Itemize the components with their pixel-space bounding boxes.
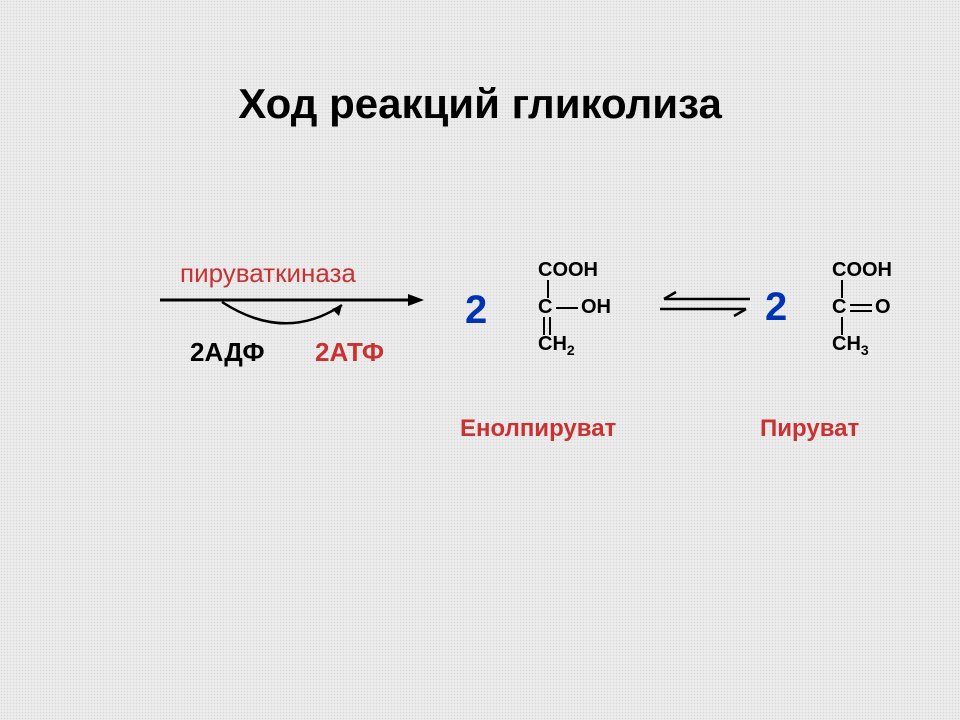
pyr-cooh: COOH [832,260,892,280]
enol-oh: OH [581,297,611,317]
pyr-c-o-double-bond [850,302,872,314]
coefficient-pyruvate: 2 [765,285,787,330]
pyr-ch3: CH3 [832,334,869,357]
page-title: Ход реакций гликолиза [0,80,960,128]
enolpyruvate-label: Енолпируват [460,415,616,443]
enol-ch2-sub: 2 [567,342,575,358]
enol-c: C [538,297,552,317]
enol-ch2: CH2 [538,334,575,357]
atp-label: 2АТФ [315,337,384,368]
coefficient-enolpyruvate: 2 [465,288,487,333]
main-reaction-arrow [150,285,440,335]
pyr-ch3-text: CH [832,333,861,355]
adp-label: 2АДФ [190,337,265,368]
pyr-ch3-sub: 3 [861,342,869,358]
pyr-o: O [875,297,891,317]
equilibrium-arrow [650,290,760,318]
enol-c-oh-bond [556,305,578,311]
enol-ch2-text: CH [538,333,567,355]
pyruvate-label: Пируват [760,415,859,443]
enol-cooh: COOH [538,260,598,280]
pyr-c: C [832,297,846,317]
